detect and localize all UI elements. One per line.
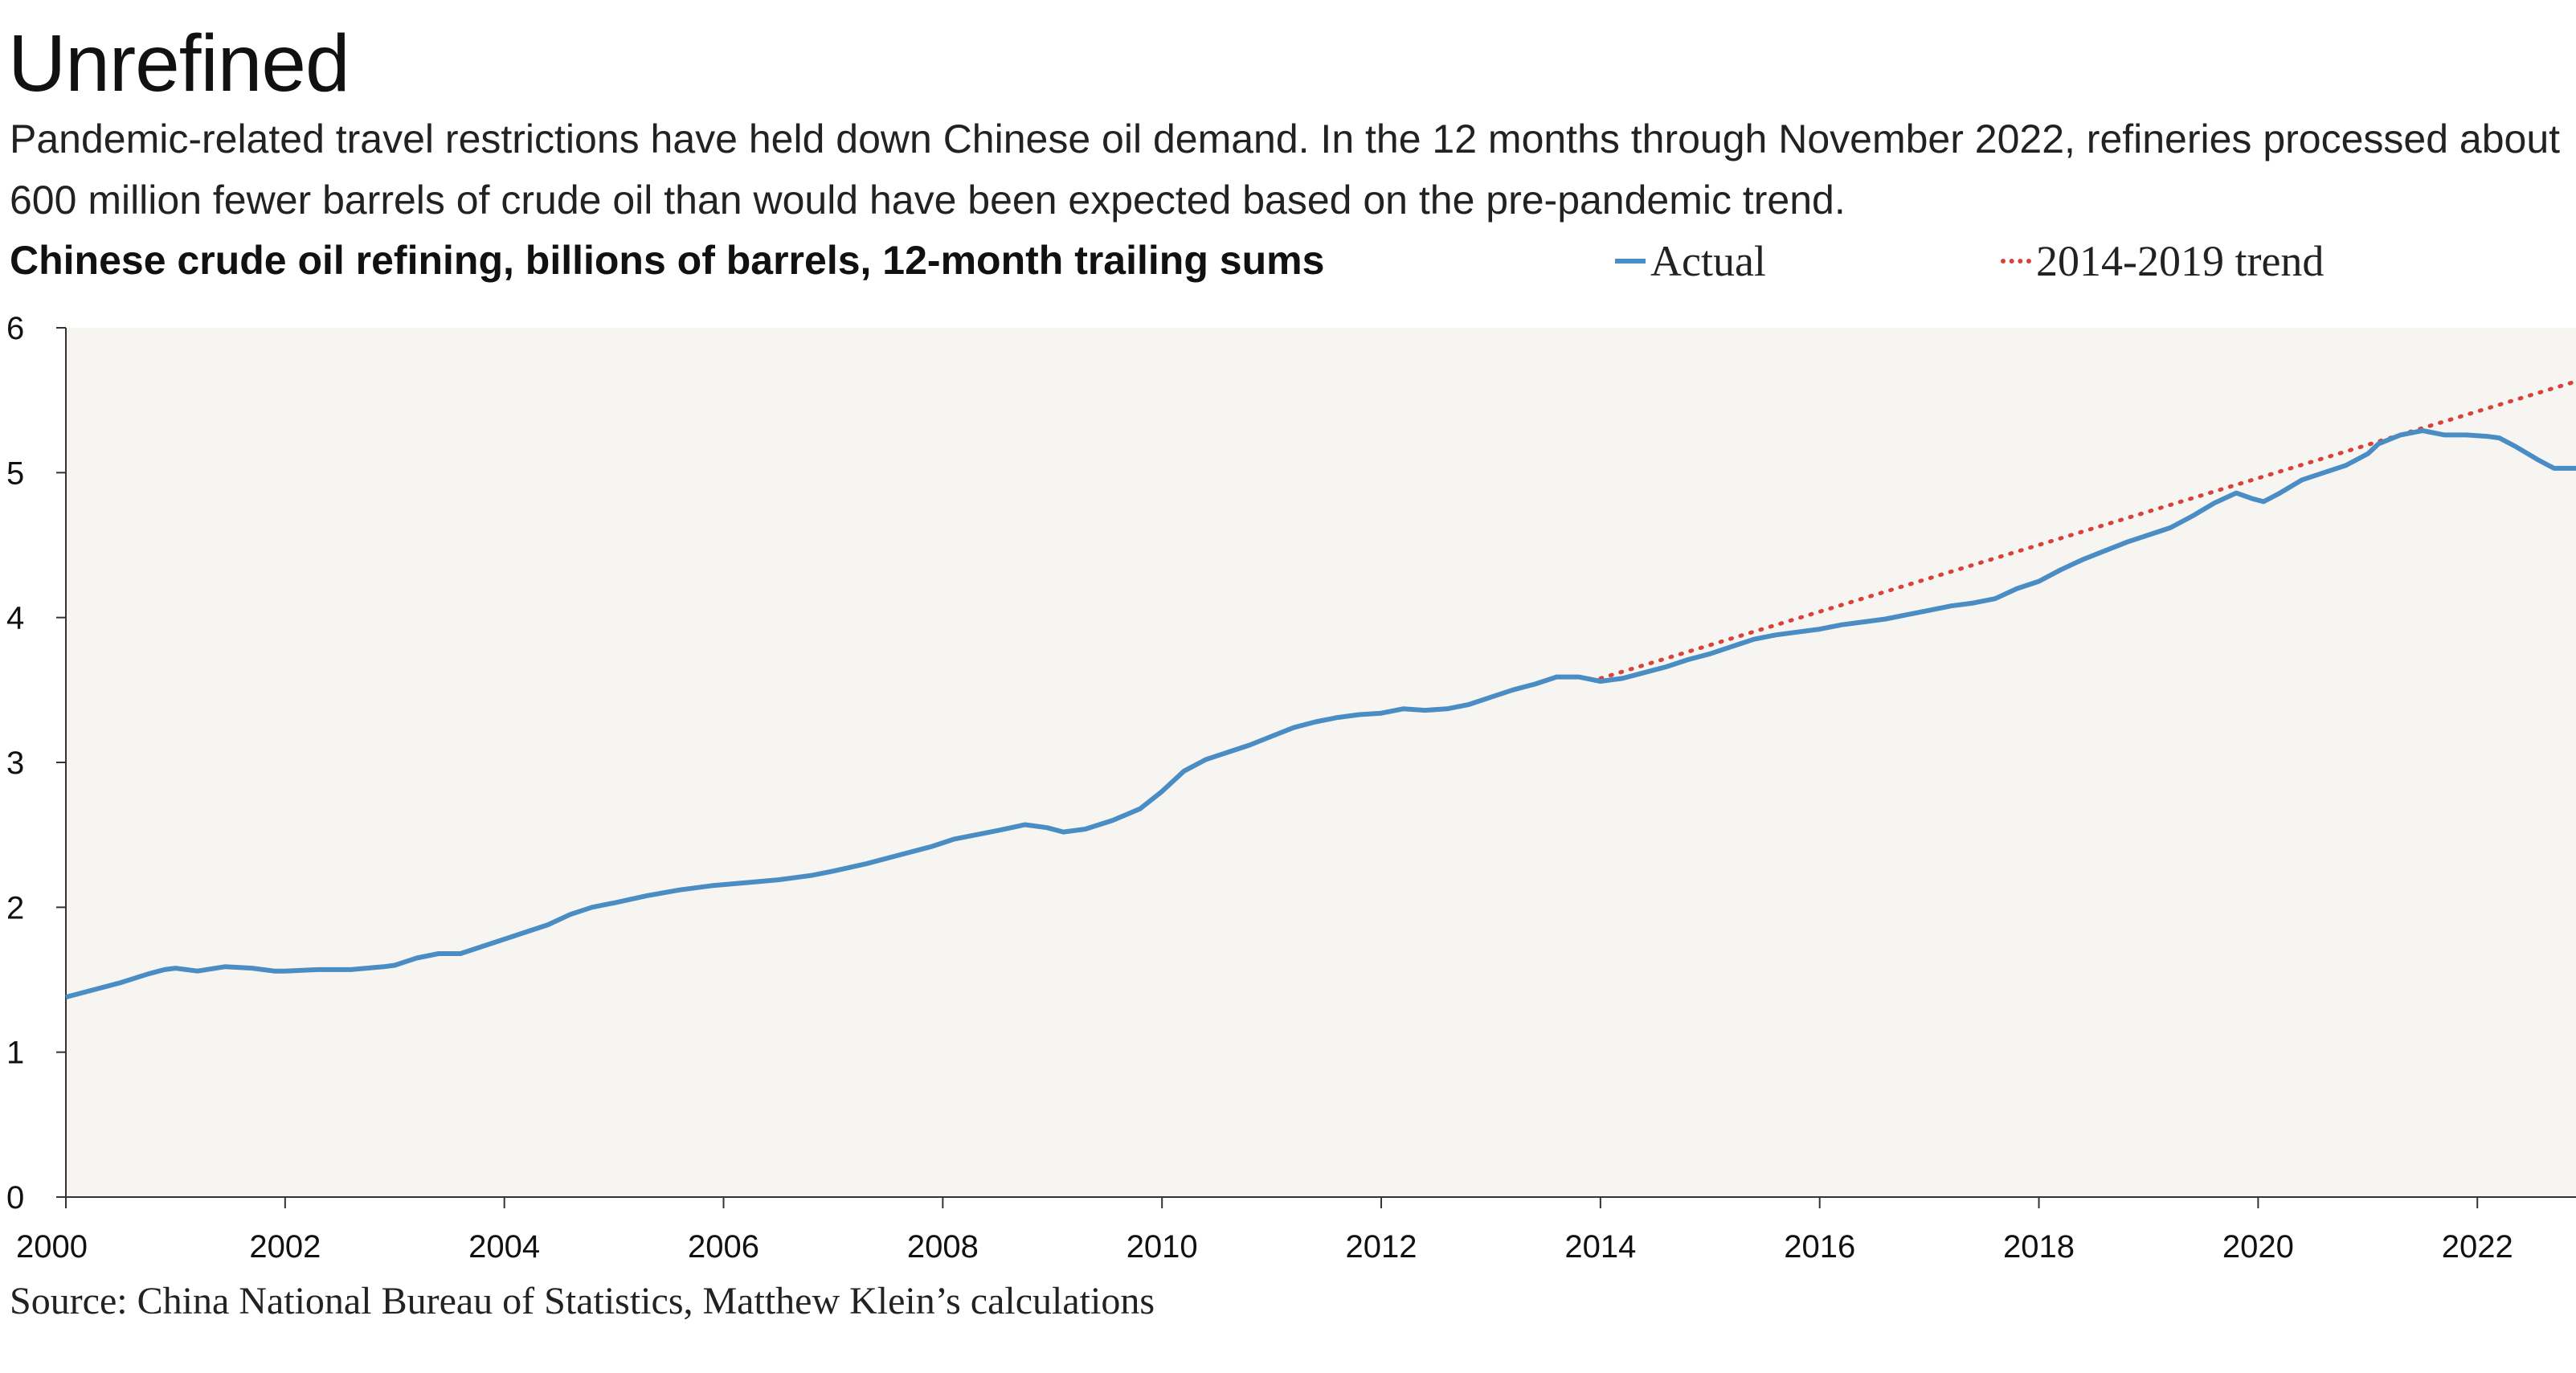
y-tick-label: 5 — [6, 456, 24, 491]
x-tick-label: 2022 — [2442, 1229, 2513, 1265]
chart-title-main: Unrefined — [8, 18, 350, 108]
chart-heading: Chinese crude oil refining, billions of … — [10, 238, 1325, 283]
x-tick-label: 2010 — [1126, 1229, 1198, 1265]
plot-area — [66, 328, 2576, 1197]
x-tick-label: 2006 — [688, 1229, 759, 1265]
x-tick-label: 2012 — [1346, 1229, 1417, 1265]
y-tick-label: 1 — [6, 1036, 24, 1071]
axes — [56, 327, 2576, 1208]
x-tick-label: 2000 — [16, 1229, 88, 1265]
legend-swatch-trend — [2001, 259, 2031, 264]
x-tick-label: 2016 — [1784, 1229, 1855, 1265]
series-line-actual — [65, 428, 2576, 1000]
chart-subtitle: Pandemic-related travel restrictions hav… — [10, 116, 2561, 223]
source-note: Source: China National Bureau of Statist… — [10, 1280, 1155, 1322]
tick-labels: 0 1 2 3 4 5 6 2000 2002 2004 2006 2008 2010 2012 2014 2… — [6, 311, 2513, 1265]
x-tick-label: 2008 — [907, 1229, 979, 1265]
y-tick-label: 3 — [6, 746, 24, 781]
legend-label-actual: Actual — [1650, 237, 1766, 285]
legend-item-actual: Actual — [1615, 237, 1766, 285]
legend-swatch-actual — [1615, 259, 1646, 264]
x-tick-label: 2020 — [2222, 1229, 2294, 1265]
x-tick-label: 2004 — [468, 1229, 540, 1265]
y-tick-label: 4 — [6, 601, 24, 636]
y-tick-label: 2 — [6, 890, 24, 926]
x-tick-label: 2002 — [249, 1229, 321, 1265]
x-tick-label: 2014 — [1564, 1229, 1636, 1265]
x-tick-label: 2018 — [2003, 1229, 2075, 1265]
y-tick-label: 6 — [6, 311, 24, 346]
series-lines — [65, 379, 2576, 1000]
y-tick-label: 0 — [6, 1180, 24, 1216]
legend-item-trend: 2014-2019 trend — [2001, 237, 2324, 285]
legend-label-trend: 2014-2019 trend — [2036, 237, 2325, 285]
series-line-trend — [1598, 379, 2576, 680]
